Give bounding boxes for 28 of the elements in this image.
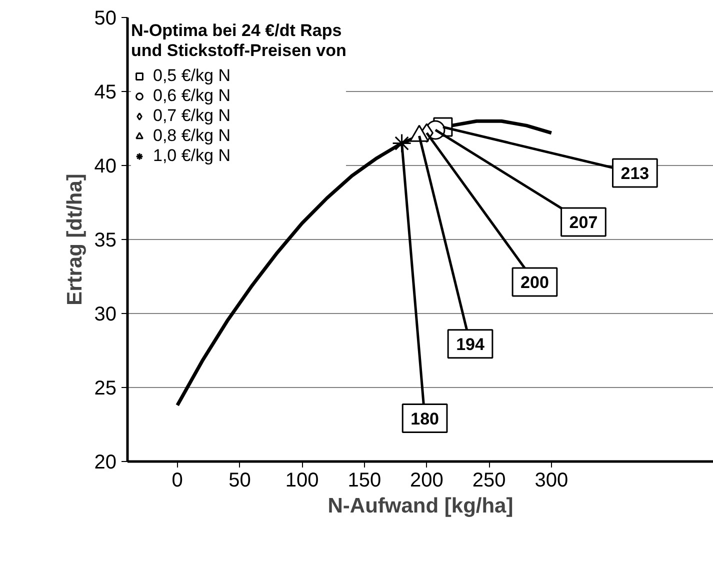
- legend-label: 0,6 €/kg N: [153, 86, 230, 106]
- x-tick-label: 250: [472, 470, 506, 492]
- x-tick-label: 100: [285, 470, 319, 492]
- annotation: 180: [410, 409, 439, 428]
- x-tick-label: 50: [228, 470, 251, 492]
- x-tick-label: 0: [172, 470, 183, 492]
- legend-label: 0,7 €/kg N: [153, 106, 230, 126]
- legend-label: 0,8 €/kg N: [153, 126, 230, 146]
- legend-title: N-Optima bei 24 €/dt Raps und Stickstoff-Preisen von: [131, 21, 346, 61]
- point: [392, 134, 412, 154]
- y-tick-label: 40: [94, 156, 117, 178]
- annotation: 213: [620, 164, 650, 184]
- x-tick-label: 150: [348, 470, 382, 492]
- y-tick-label: 20: [94, 452, 117, 474]
- legend-label: 1,0 €/kg N: [153, 146, 230, 166]
- y-tick-label: 35: [94, 230, 117, 252]
- annotation: 194: [456, 334, 485, 354]
- x-tick-label: 200: [410, 470, 444, 492]
- y-axis-title: Ertrag [dt/ha]: [63, 174, 86, 306]
- y-tick-label: 50: [94, 8, 117, 30]
- annotation: 207: [569, 212, 598, 232]
- x-tick-label: 300: [534, 470, 568, 492]
- x-axis-title: N-Aufwand [kg/ha]: [328, 494, 514, 518]
- y-tick-label: 25: [94, 378, 117, 400]
- y-tick-label: 45: [94, 82, 117, 104]
- annotation: 200: [520, 272, 549, 292]
- legend-label: 0,5 €/kg N: [153, 66, 230, 86]
- y-tick-label: 30: [94, 304, 117, 326]
